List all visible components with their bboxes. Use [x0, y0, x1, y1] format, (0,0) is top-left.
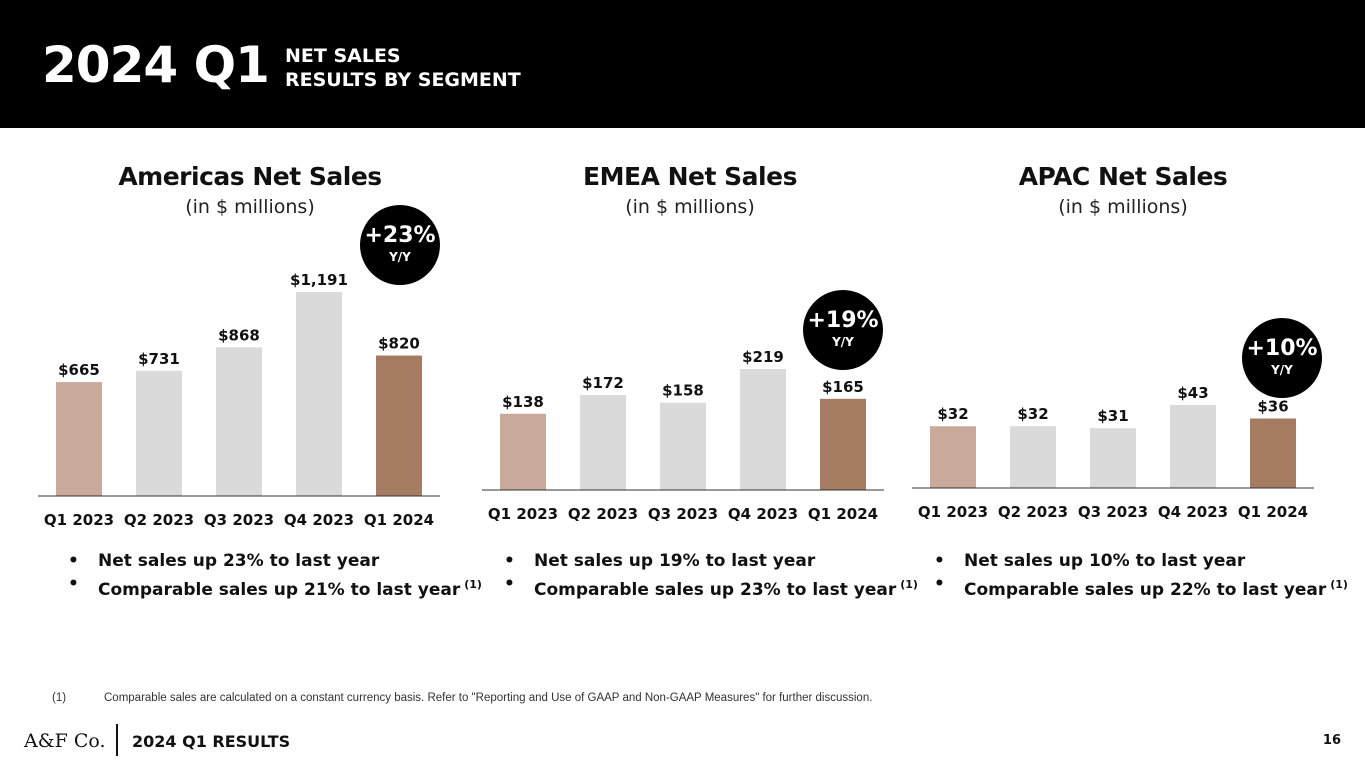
- footnote-number: (1): [52, 692, 67, 704]
- bar-value-label: $158: [662, 382, 704, 400]
- bullet-text: Net sales up 23% to last year: [98, 551, 380, 571]
- panel-subtitle: (in $ millions): [185, 196, 315, 218]
- bar-q3-2023: [216, 347, 262, 496]
- bar-q1-2024: [1250, 418, 1296, 488]
- bar-q2-2023: [580, 394, 626, 490]
- bar-q3-2023: [660, 402, 706, 490]
- yoy-badge: +19% Y/Y: [803, 290, 883, 370]
- bullet-item: • Comparable sales up 21% to last year (1): [68, 574, 482, 600]
- bar-q2-2023: [136, 370, 182, 496]
- yoy-badge: +10% Y/Y: [1242, 318, 1322, 398]
- yoy-percent: +10%: [1246, 336, 1318, 361]
- emea-panel: EMEA Net Sales (in $ millions) $138 Q1 20…: [470, 0, 918, 768]
- yoy-percent: +23%: [364, 223, 436, 248]
- yoy-label: Y/Y: [389, 250, 411, 264]
- bar-value-label: $32: [937, 405, 968, 423]
- x-tick-label: Q1 2023: [44, 511, 114, 529]
- yoy-label: Y/Y: [832, 335, 854, 349]
- footnote-ref: (1): [1330, 578, 1348, 591]
- bullet-text: Net sales up 19% to last year: [534, 551, 816, 571]
- apac-panel: APAC Net Sales (in $ millions) $32 Q1 202…: [903, 0, 1348, 768]
- bar-value-label: $1,191: [290, 271, 348, 289]
- bar-value-label: $165: [822, 378, 864, 396]
- x-tick-label: Q4 2023: [728, 505, 798, 523]
- bar-q1-2024: [820, 398, 866, 490]
- americas-panel: Americas Net Sales (in $ millions) $665 Q…: [30, 0, 482, 768]
- bar-q1-2024: [376, 355, 422, 496]
- x-tick-label: Q4 2023: [1158, 503, 1228, 521]
- page-number: 16: [1322, 733, 1341, 748]
- bar-value-label: $32: [1017, 405, 1048, 423]
- bar-q3-2023: [1090, 428, 1136, 488]
- panel-title: APAC Net Sales: [1018, 162, 1228, 191]
- x-tick-label: Q1 2024: [1238, 503, 1308, 521]
- x-tick-label: Q2 2023: [998, 503, 1068, 521]
- bar-q1-2023: [56, 382, 102, 496]
- bar-q1-2023: [500, 413, 546, 490]
- x-tick-label: Q1 2023: [488, 505, 558, 523]
- bar-value-label: $868: [218, 326, 260, 344]
- panel-subtitle: (in $ millions): [1058, 196, 1188, 218]
- x-tick-label: Q1 2024: [364, 511, 434, 529]
- panel-subtitle: (in $ millions): [625, 196, 755, 218]
- bar-value-label: $665: [58, 361, 100, 379]
- bar-value-label: $138: [502, 393, 544, 411]
- panel-title: EMEA Net Sales: [583, 162, 797, 191]
- apac-bar-chart: $32 Q1 2023 $32 Q2 2023 $31 Q3 2023 $43 Q4 2023…: [912, 384, 1314, 521]
- bar-value-label: $820: [378, 335, 420, 353]
- company-logo: A&F Co.: [24, 730, 106, 752]
- footnote-ref: (1): [900, 578, 918, 591]
- x-tick-label: Q3 2023: [648, 505, 718, 523]
- x-tick-label: Q2 2023: [124, 511, 194, 529]
- bar-q1-2023: [930, 426, 976, 488]
- bar-q4-2023: [1170, 405, 1216, 488]
- bar-value-label: $43: [1177, 384, 1208, 402]
- bullet-item: • Net sales up 10% to last year: [934, 551, 1246, 571]
- bullet-item: • Net sales up 19% to last year: [504, 551, 816, 571]
- x-tick-label: Q1 2023: [918, 503, 988, 521]
- bar-q2-2023: [1010, 426, 1056, 488]
- x-tick-label: Q3 2023: [204, 511, 274, 529]
- bullet-text: Comparable sales up 22% to last year: [964, 580, 1327, 600]
- header-title: NET SALES RESULTS BY SEGMENT: [285, 44, 521, 92]
- bullet-item: • Comparable sales up 22% to last year (1): [934, 574, 1348, 600]
- x-tick-label: Q1 2024: [808, 505, 878, 523]
- emea-bar-chart: $138 Q1 2023 $172 Q2 2023 $158 Q3 2023 $219 Q4 …: [482, 348, 884, 523]
- header-title-line1: NET SALES: [285, 45, 401, 67]
- x-tick-label: Q3 2023: [1078, 503, 1148, 521]
- panel-title: Americas Net Sales: [118, 162, 382, 191]
- bar-value-label: $31: [1097, 407, 1128, 425]
- yoy-label: Y/Y: [1271, 363, 1293, 377]
- footnote-ref: (1): [464, 578, 482, 591]
- yoy-percent: +19%: [807, 308, 879, 333]
- bullet-item: • Comparable sales up 23% to last year (1): [504, 574, 918, 600]
- bar-q4-2023: [296, 292, 342, 496]
- bar-q4-2023: [740, 369, 786, 490]
- header-bar: 2024 Q1 NET SALES RESULTS BY SEGMENT: [0, 0, 1365, 128]
- x-tick-label: Q4 2023: [284, 511, 354, 529]
- bar-value-label: $219: [742, 348, 784, 366]
- bar-value-label: $36: [1257, 398, 1288, 416]
- header-title-line2: RESULTS BY SEGMENT: [285, 69, 521, 91]
- bullet-text: Comparable sales up 23% to last year: [534, 580, 897, 600]
- x-tick-label: Q2 2023: [568, 505, 638, 523]
- emea-bullets: • Net sales up 19% to last year • Comparab…: [502, 550, 918, 602]
- footnote-text: Comparable sales are calculated on a con…: [104, 692, 873, 704]
- bar-value-label: $172: [582, 374, 624, 392]
- bar-value-label: $731: [138, 350, 180, 368]
- americas-bar-chart: $665 Q1 2023 $731 Q2 2023 $868 Q3 2023 $1,191 Q…: [38, 271, 440, 529]
- americas-bullets: • Net sales up 23% to last year • Comparab…: [66, 550, 482, 602]
- footnote: (1) Comparable sales are calculated on a …: [52, 692, 872, 704]
- footer-label: 2024 Q1 RESULTS: [132, 732, 291, 751]
- bullet-item: • Net sales up 23% to last year: [68, 551, 380, 571]
- footer-divider: [116, 724, 118, 756]
- apac-bullets: • Net sales up 10% to last year • Comparab…: [932, 550, 1348, 602]
- yoy-badge: +23% Y/Y: [360, 205, 440, 285]
- header-year-quarter: 2024 Q1: [42, 36, 270, 94]
- bullet-text: Net sales up 10% to last year: [964, 551, 1246, 571]
- bullet-text: Comparable sales up 21% to last year: [98, 580, 461, 600]
